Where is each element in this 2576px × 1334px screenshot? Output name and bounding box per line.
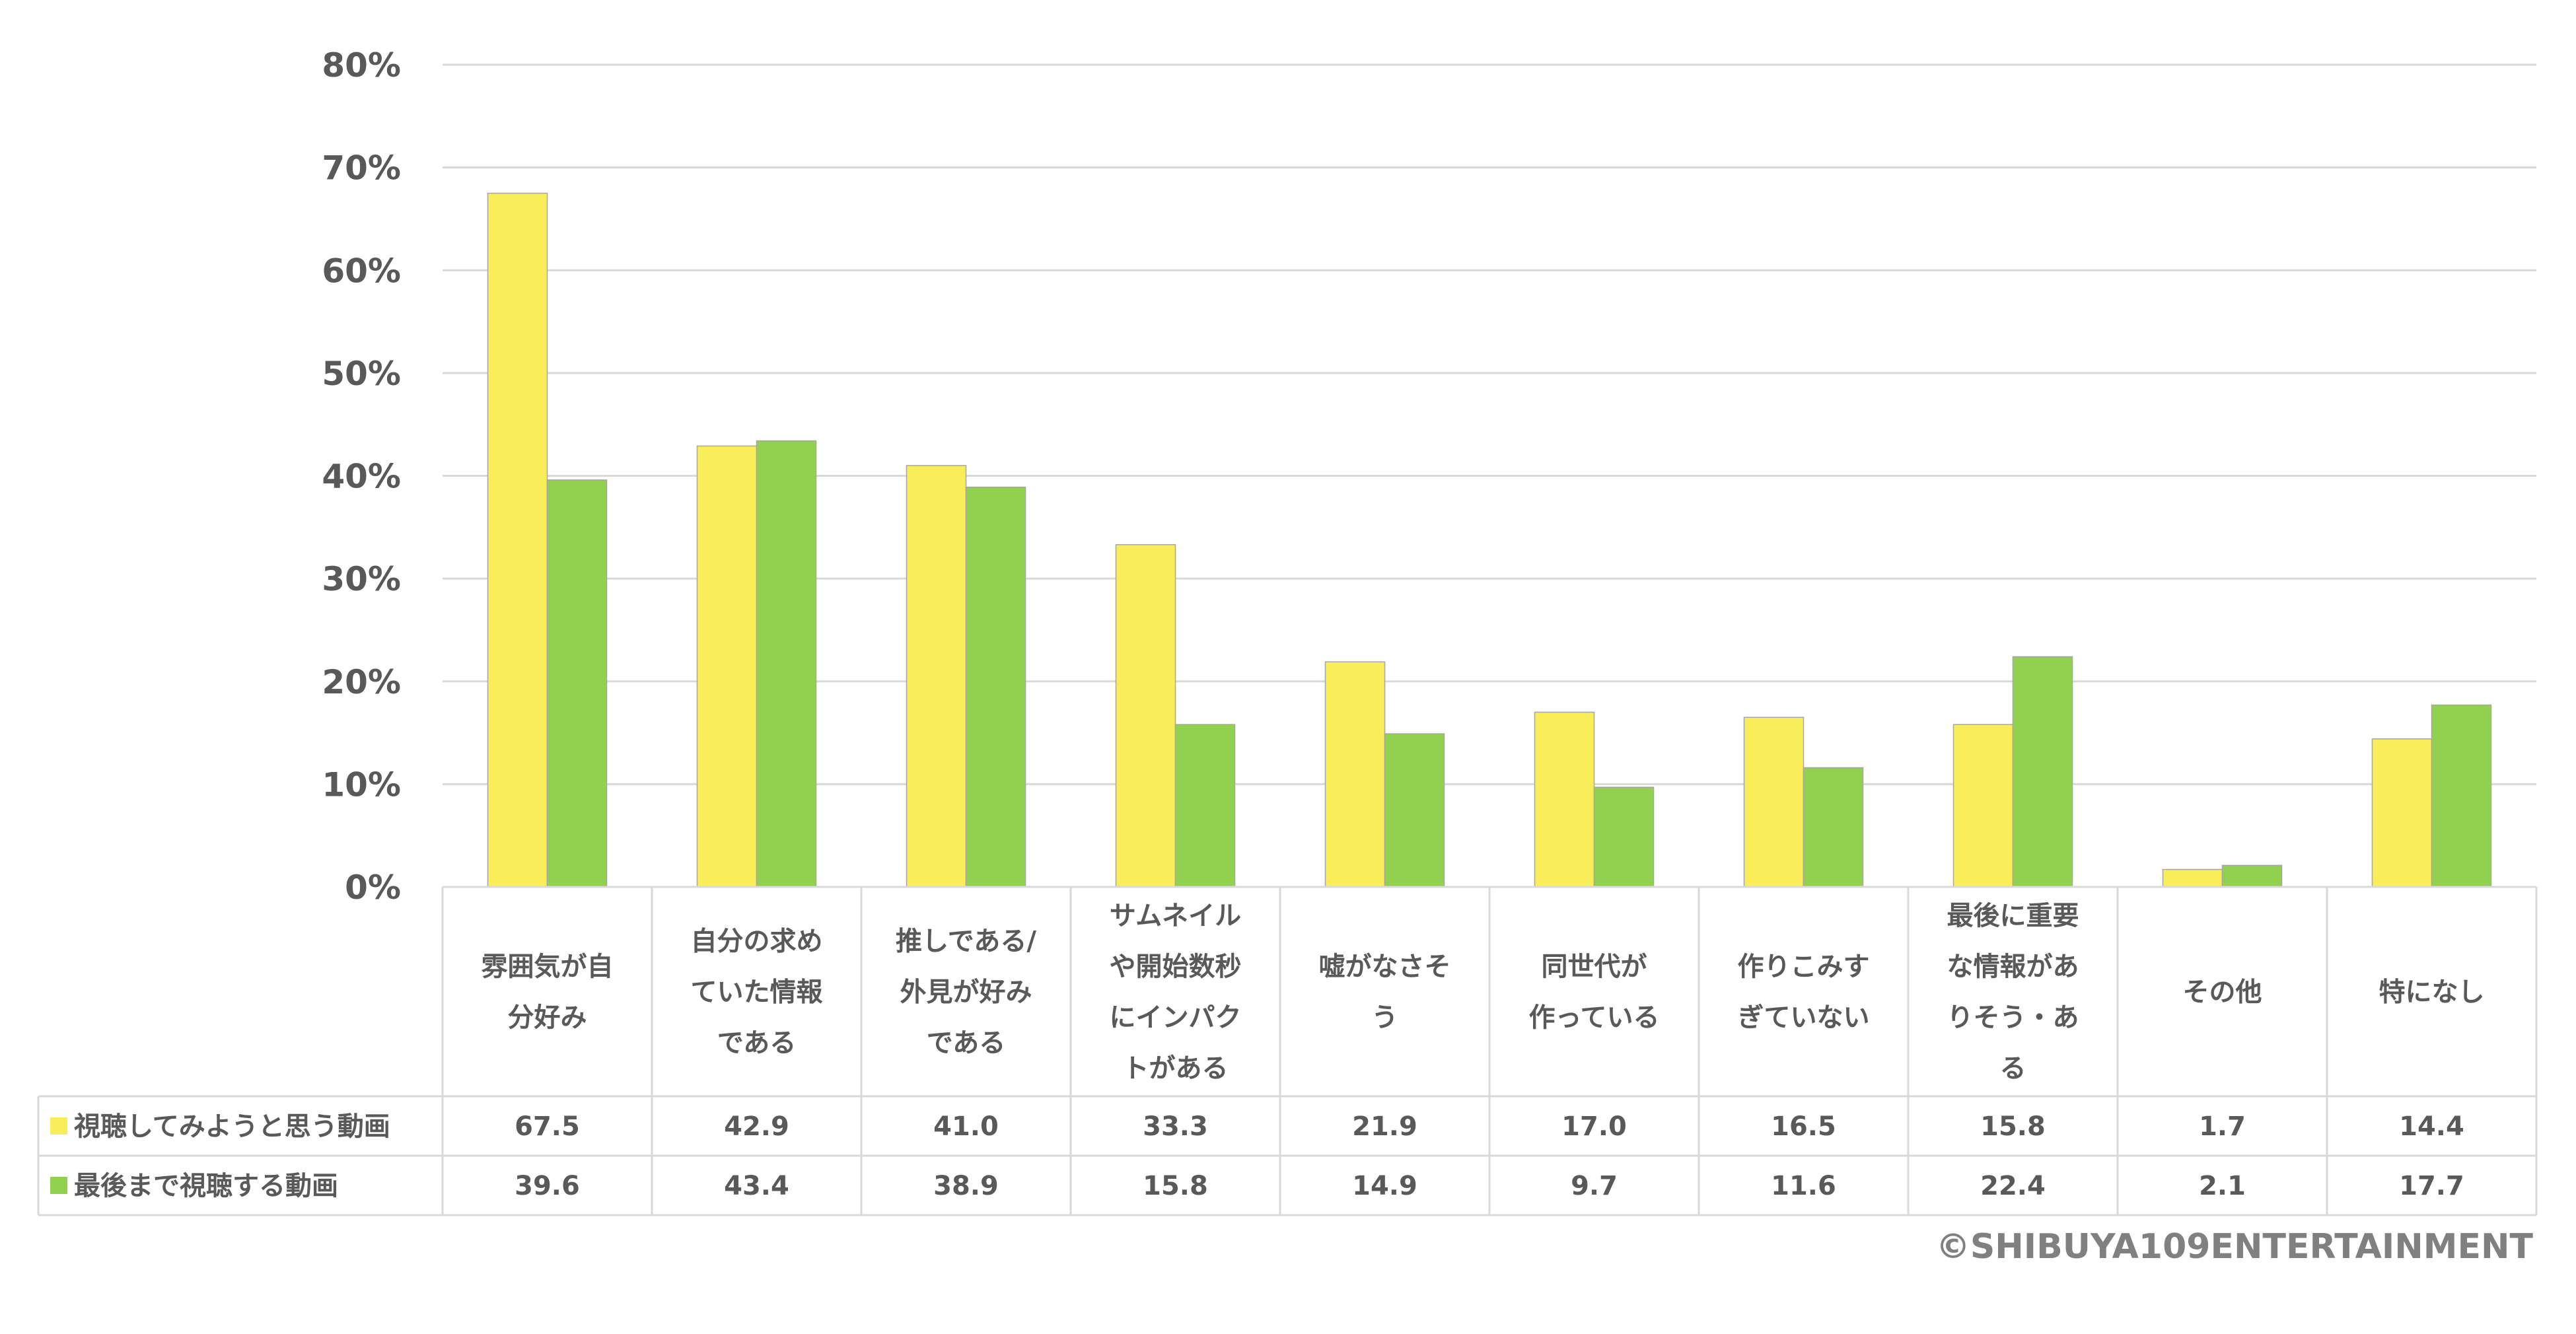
bar-watch-to-end — [756, 440, 817, 888]
bar-watch-to-end — [2221, 864, 2283, 888]
value-label: 15.8 — [1143, 1171, 1208, 1201]
y-tick-label: 30% — [322, 560, 401, 598]
value-label: 33.3 — [1143, 1111, 1208, 1142]
legend-swatch — [50, 1177, 67, 1194]
legend-label: 視聴してみようと思う動画 — [74, 1111, 390, 1142]
category-label: 作りこみすぎていない — [1738, 952, 1870, 1033]
legend-swatch — [50, 1117, 67, 1135]
bar-view — [1534, 711, 1595, 888]
bar-watch-to-end — [1174, 724, 1236, 888]
category-label: 同世代が作っている — [1529, 952, 1660, 1033]
value-label: 16.5 — [1771, 1111, 1836, 1142]
bar-view — [2162, 868, 2223, 888]
value-label: 21.9 — [1352, 1111, 1417, 1142]
bar-watch-to-end — [1593, 787, 1655, 888]
category-label: 嘘がなさそう — [1319, 952, 1451, 1033]
value-label: 67.5 — [515, 1111, 580, 1142]
y-tick-label: 40% — [322, 458, 401, 496]
value-label: 14.4 — [2399, 1111, 2464, 1142]
bar-watch-to-end — [1803, 767, 1864, 888]
bar-view — [1324, 661, 1386, 888]
bar-watch-to-end — [2012, 656, 2073, 888]
bar-watch-to-end — [2431, 704, 2492, 888]
y-tick-label: 60% — [322, 252, 401, 290]
y-tick-label: 10% — [322, 765, 401, 804]
value-label: 17.7 — [2399, 1171, 2464, 1201]
bar-watch-to-end — [546, 479, 608, 888]
category-label: その他 — [2183, 977, 2262, 1008]
value-label: 43.4 — [724, 1171, 789, 1201]
bar-view — [1743, 717, 1805, 888]
value-label: 14.9 — [1352, 1171, 1417, 1201]
y-tick-label: 50% — [322, 355, 401, 393]
y-axis: 0% 10% 20% 30% 40% 50% 60% 70% 80% — [322, 46, 401, 907]
y-tick-label: 70% — [322, 149, 401, 188]
value-label: 22.4 — [1980, 1171, 2046, 1201]
bar-watch-to-end — [1384, 733, 1445, 888]
y-tick-label: 20% — [322, 663, 401, 701]
bar-view — [2371, 738, 2433, 888]
value-label: 17.0 — [1561, 1111, 1627, 1142]
value-label: 2.1 — [2199, 1171, 2246, 1201]
bar-watch-to-end — [965, 486, 1026, 888]
category-label: 雰囲気が自分好み — [482, 952, 614, 1033]
bar-view — [1115, 544, 1176, 888]
value-label: 15.8 — [1980, 1111, 2046, 1142]
bar-view — [696, 445, 758, 888]
copyright-text: ©SHIBUYA109ENTERTAINMENT — [1936, 1227, 2534, 1267]
category-label: 推しである/外見が好みである — [896, 927, 1036, 1059]
value-label: 1.7 — [2199, 1111, 2246, 1142]
bars — [487, 192, 2492, 888]
bar-view — [906, 465, 967, 888]
bar-view — [487, 192, 548, 888]
category-label: 自分の求めていた情報である — [691, 927, 823, 1059]
y-tick-label: 0% — [345, 868, 401, 907]
category-label: 特になし — [2379, 977, 2485, 1008]
legend-label: 最後まで視聴する動画 — [74, 1171, 338, 1201]
category-label: 最後に重要な情報がありそう・ある — [1947, 901, 2079, 1084]
value-label: 39.6 — [515, 1171, 580, 1201]
y-tick-label: 80% — [322, 46, 401, 85]
category-label: サムネイルや開始数秒にインパクトがある — [1110, 901, 1242, 1084]
value-label: 38.9 — [933, 1171, 999, 1201]
value-label: 42.9 — [724, 1111, 789, 1142]
data-table: 雰囲気が自分好み自分の求めていた情報である推しである/外見が好みであるサムネイル… — [37, 886, 2538, 1216]
value-label: 41.0 — [933, 1111, 999, 1142]
value-label: 11.6 — [1771, 1171, 1836, 1201]
value-label: 9.7 — [1571, 1171, 1618, 1201]
bar-view — [1952, 724, 2014, 888]
